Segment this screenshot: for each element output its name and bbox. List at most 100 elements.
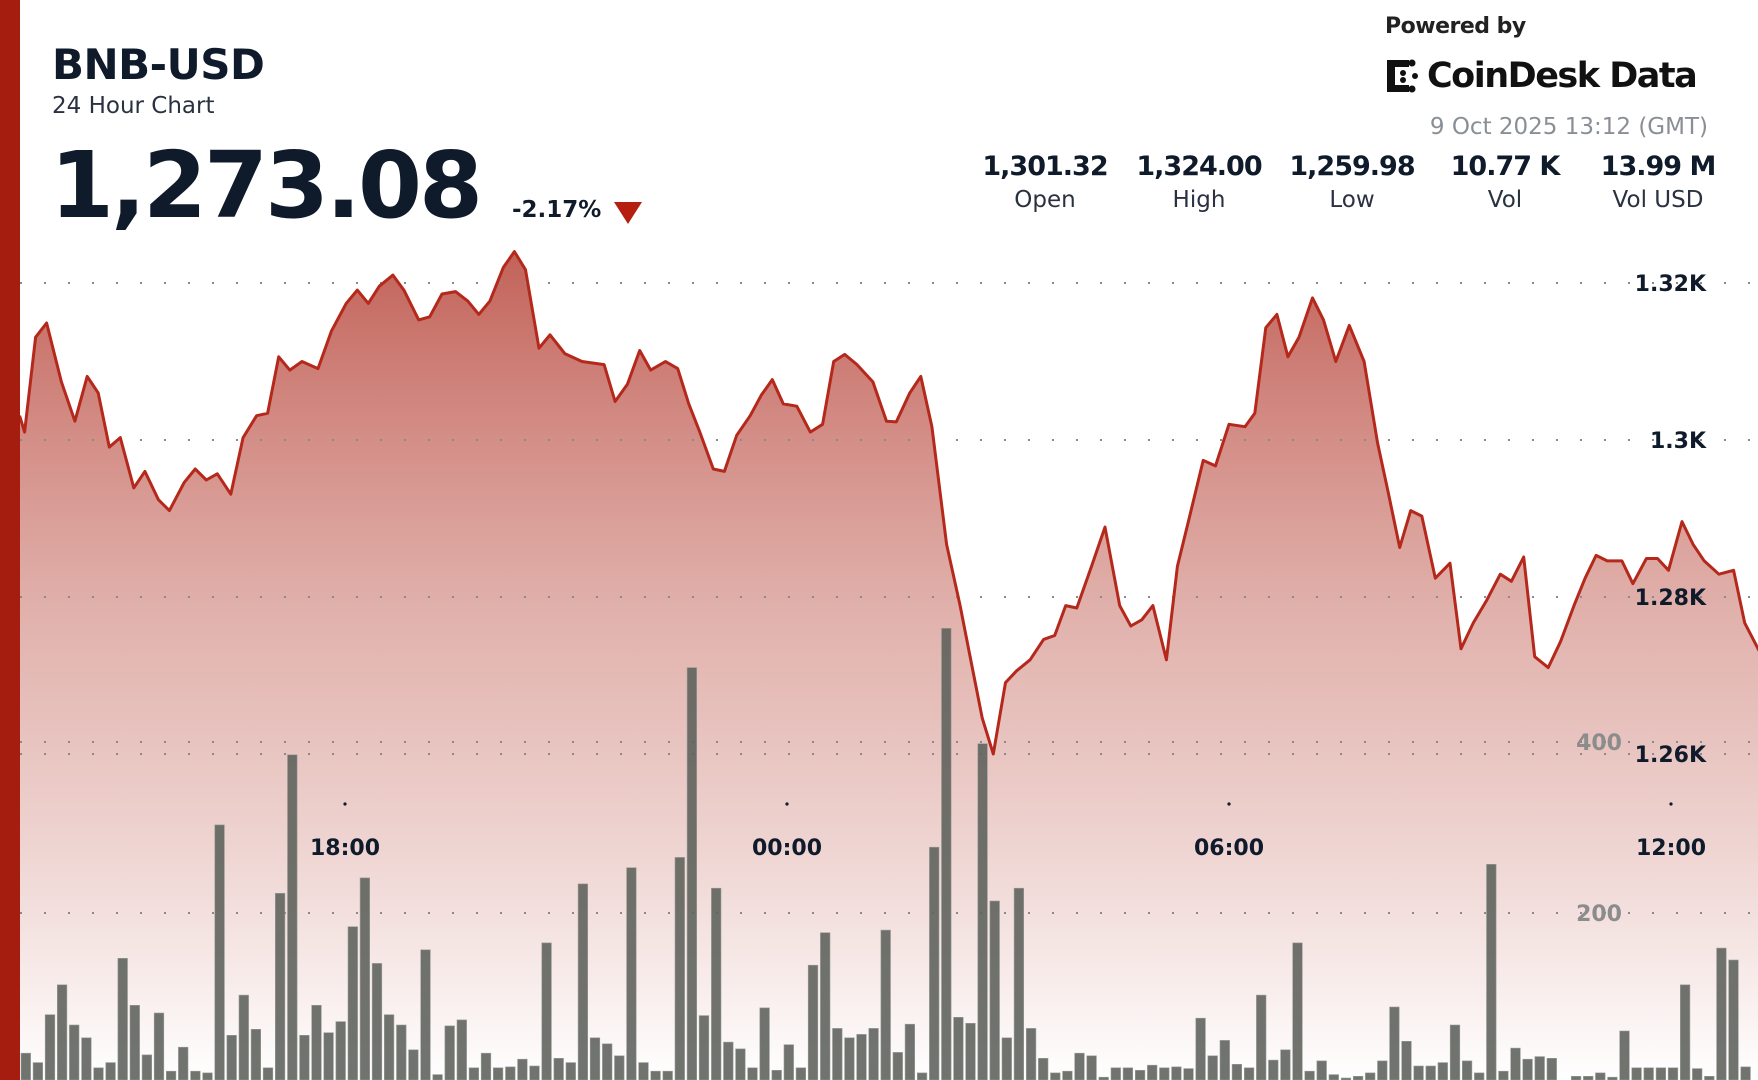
stat-label: High — [1172, 186, 1226, 213]
volume-bar — [117, 957, 128, 1080]
brand-name: CoinDesk Data — [1427, 56, 1698, 96]
volume-bar — [1534, 1056, 1545, 1080]
volume-bar — [190, 1070, 201, 1080]
volume-bar — [1365, 1072, 1376, 1080]
volume-bar — [1474, 1072, 1485, 1080]
volume-bar — [166, 1070, 177, 1080]
volume-bar — [1437, 1062, 1448, 1080]
coindesk-data-logo: CoinDesk Data — [1385, 56, 1698, 96]
volume-bar — [1268, 1059, 1279, 1080]
stat-vol: 10.77 K Vol — [1451, 152, 1561, 213]
volume-bar — [1522, 1058, 1533, 1080]
volume-bar — [1413, 1065, 1424, 1080]
x-tick-label: 06:00 — [1194, 836, 1264, 861]
coindesk-logo-icon — [1387, 59, 1418, 93]
volume-bar — [820, 932, 831, 1080]
volume-bar — [1704, 1076, 1715, 1080]
volume-bar — [953, 1016, 964, 1080]
volume-bar — [1122, 1067, 1133, 1080]
volume-bar — [238, 994, 249, 1080]
volume-bar — [456, 1019, 467, 1080]
triangle-down-icon — [614, 202, 642, 224]
volume-bar — [771, 1070, 782, 1080]
volume-bar — [1340, 1077, 1352, 1080]
current-price: 1,273.08 — [50, 132, 483, 239]
volume-bar — [371, 963, 383, 1080]
volume-bar — [686, 667, 697, 1080]
volume-bar — [1062, 1070, 1073, 1080]
stat-open: 1,301.32 Open — [982, 152, 1108, 213]
volume-bar — [56, 984, 68, 1080]
volume-bar — [723, 1041, 734, 1080]
volume-bar — [444, 1025, 455, 1080]
volume-bar — [323, 1032, 334, 1080]
stat-value: 1,259.98 — [1289, 151, 1415, 182]
volume-bar — [1244, 1067, 1255, 1080]
stat-label: Vol — [1487, 186, 1523, 213]
volume-bar — [1026, 1028, 1037, 1080]
volume-bar — [262, 1067, 274, 1080]
volume-bar — [1280, 1049, 1291, 1080]
stat-low: 1,259.98 Low — [1289, 151, 1415, 213]
price-tick-label: 1.28K — [1635, 586, 1707, 611]
volume-bar — [577, 883, 588, 1080]
volume-bar — [335, 1021, 346, 1080]
volume-bar — [856, 1034, 867, 1080]
price-line — [18, 250, 1758, 756]
volume-bar — [178, 1046, 189, 1080]
volume-bar — [1583, 1076, 1594, 1080]
volume-bar — [517, 1058, 528, 1080]
stat-high: 1,324.00 High — [1136, 152, 1262, 213]
volume-bar — [674, 857, 685, 1080]
price-area-fill — [19, 251, 1758, 1080]
volume-bar — [32, 1062, 43, 1080]
volume-bar — [299, 1035, 310, 1080]
x-tick-mark — [1669, 802, 1673, 806]
stat-label: Low — [1329, 186, 1375, 213]
volume-bar — [541, 942, 552, 1080]
volume-bar — [747, 1067, 758, 1080]
stat-value: 13.99 M — [1600, 151, 1717, 182]
price-change: -2.17% — [512, 197, 602, 223]
volume-bar — [989, 900, 1000, 1080]
volume-bar — [650, 1070, 661, 1080]
volume-bar — [1135, 1070, 1146, 1080]
x-tick-label: 18:00 — [310, 836, 380, 861]
volume-bar — [698, 1015, 710, 1080]
volume-bar — [214, 824, 225, 1080]
volume-bar — [1377, 1060, 1388, 1080]
volume-bar — [408, 1049, 419, 1080]
volume-bar — [202, 1072, 213, 1080]
volume-bar — [274, 892, 286, 1080]
volume-bars — [20, 627, 1751, 1080]
volume-bar — [1401, 1041, 1412, 1080]
volume-bar — [1692, 1068, 1703, 1080]
volume-bar — [614, 1055, 625, 1080]
volume-bar — [1728, 959, 1739, 1080]
volume-bar — [565, 1062, 576, 1080]
volume-bar — [1510, 1047, 1521, 1080]
x-tick-mark — [343, 802, 347, 806]
volume-bar — [1256, 994, 1267, 1080]
volume-bar — [141, 1054, 153, 1080]
x-tick-label: 12:00 — [1636, 836, 1706, 861]
volume-bar — [1292, 942, 1303, 1080]
volume-bar — [20, 1052, 31, 1080]
volume-bar — [1740, 1066, 1751, 1080]
volume-bar — [432, 1074, 443, 1080]
x-tick-label: 00:00 — [752, 836, 822, 861]
volume-bar — [529, 1065, 540, 1080]
volume-bar — [153, 1012, 165, 1080]
volume-bar — [347, 926, 358, 1080]
volume-bar — [638, 1062, 649, 1080]
volume-bar — [1667, 1067, 1679, 1080]
timestamp: 9 Oct 2025 13:12 (GMT) — [1429, 114, 1708, 140]
gridlines — [20, 282, 1758, 914]
volume-bar — [1001, 1037, 1012, 1080]
volume-bar — [735, 1048, 746, 1080]
volume-bar — [662, 1070, 673, 1080]
volume-bar — [602, 1043, 613, 1080]
x-tick-mark — [1227, 802, 1231, 806]
volume-bar — [1231, 1064, 1242, 1080]
stat-label: Vol USD — [1612, 186, 1704, 213]
